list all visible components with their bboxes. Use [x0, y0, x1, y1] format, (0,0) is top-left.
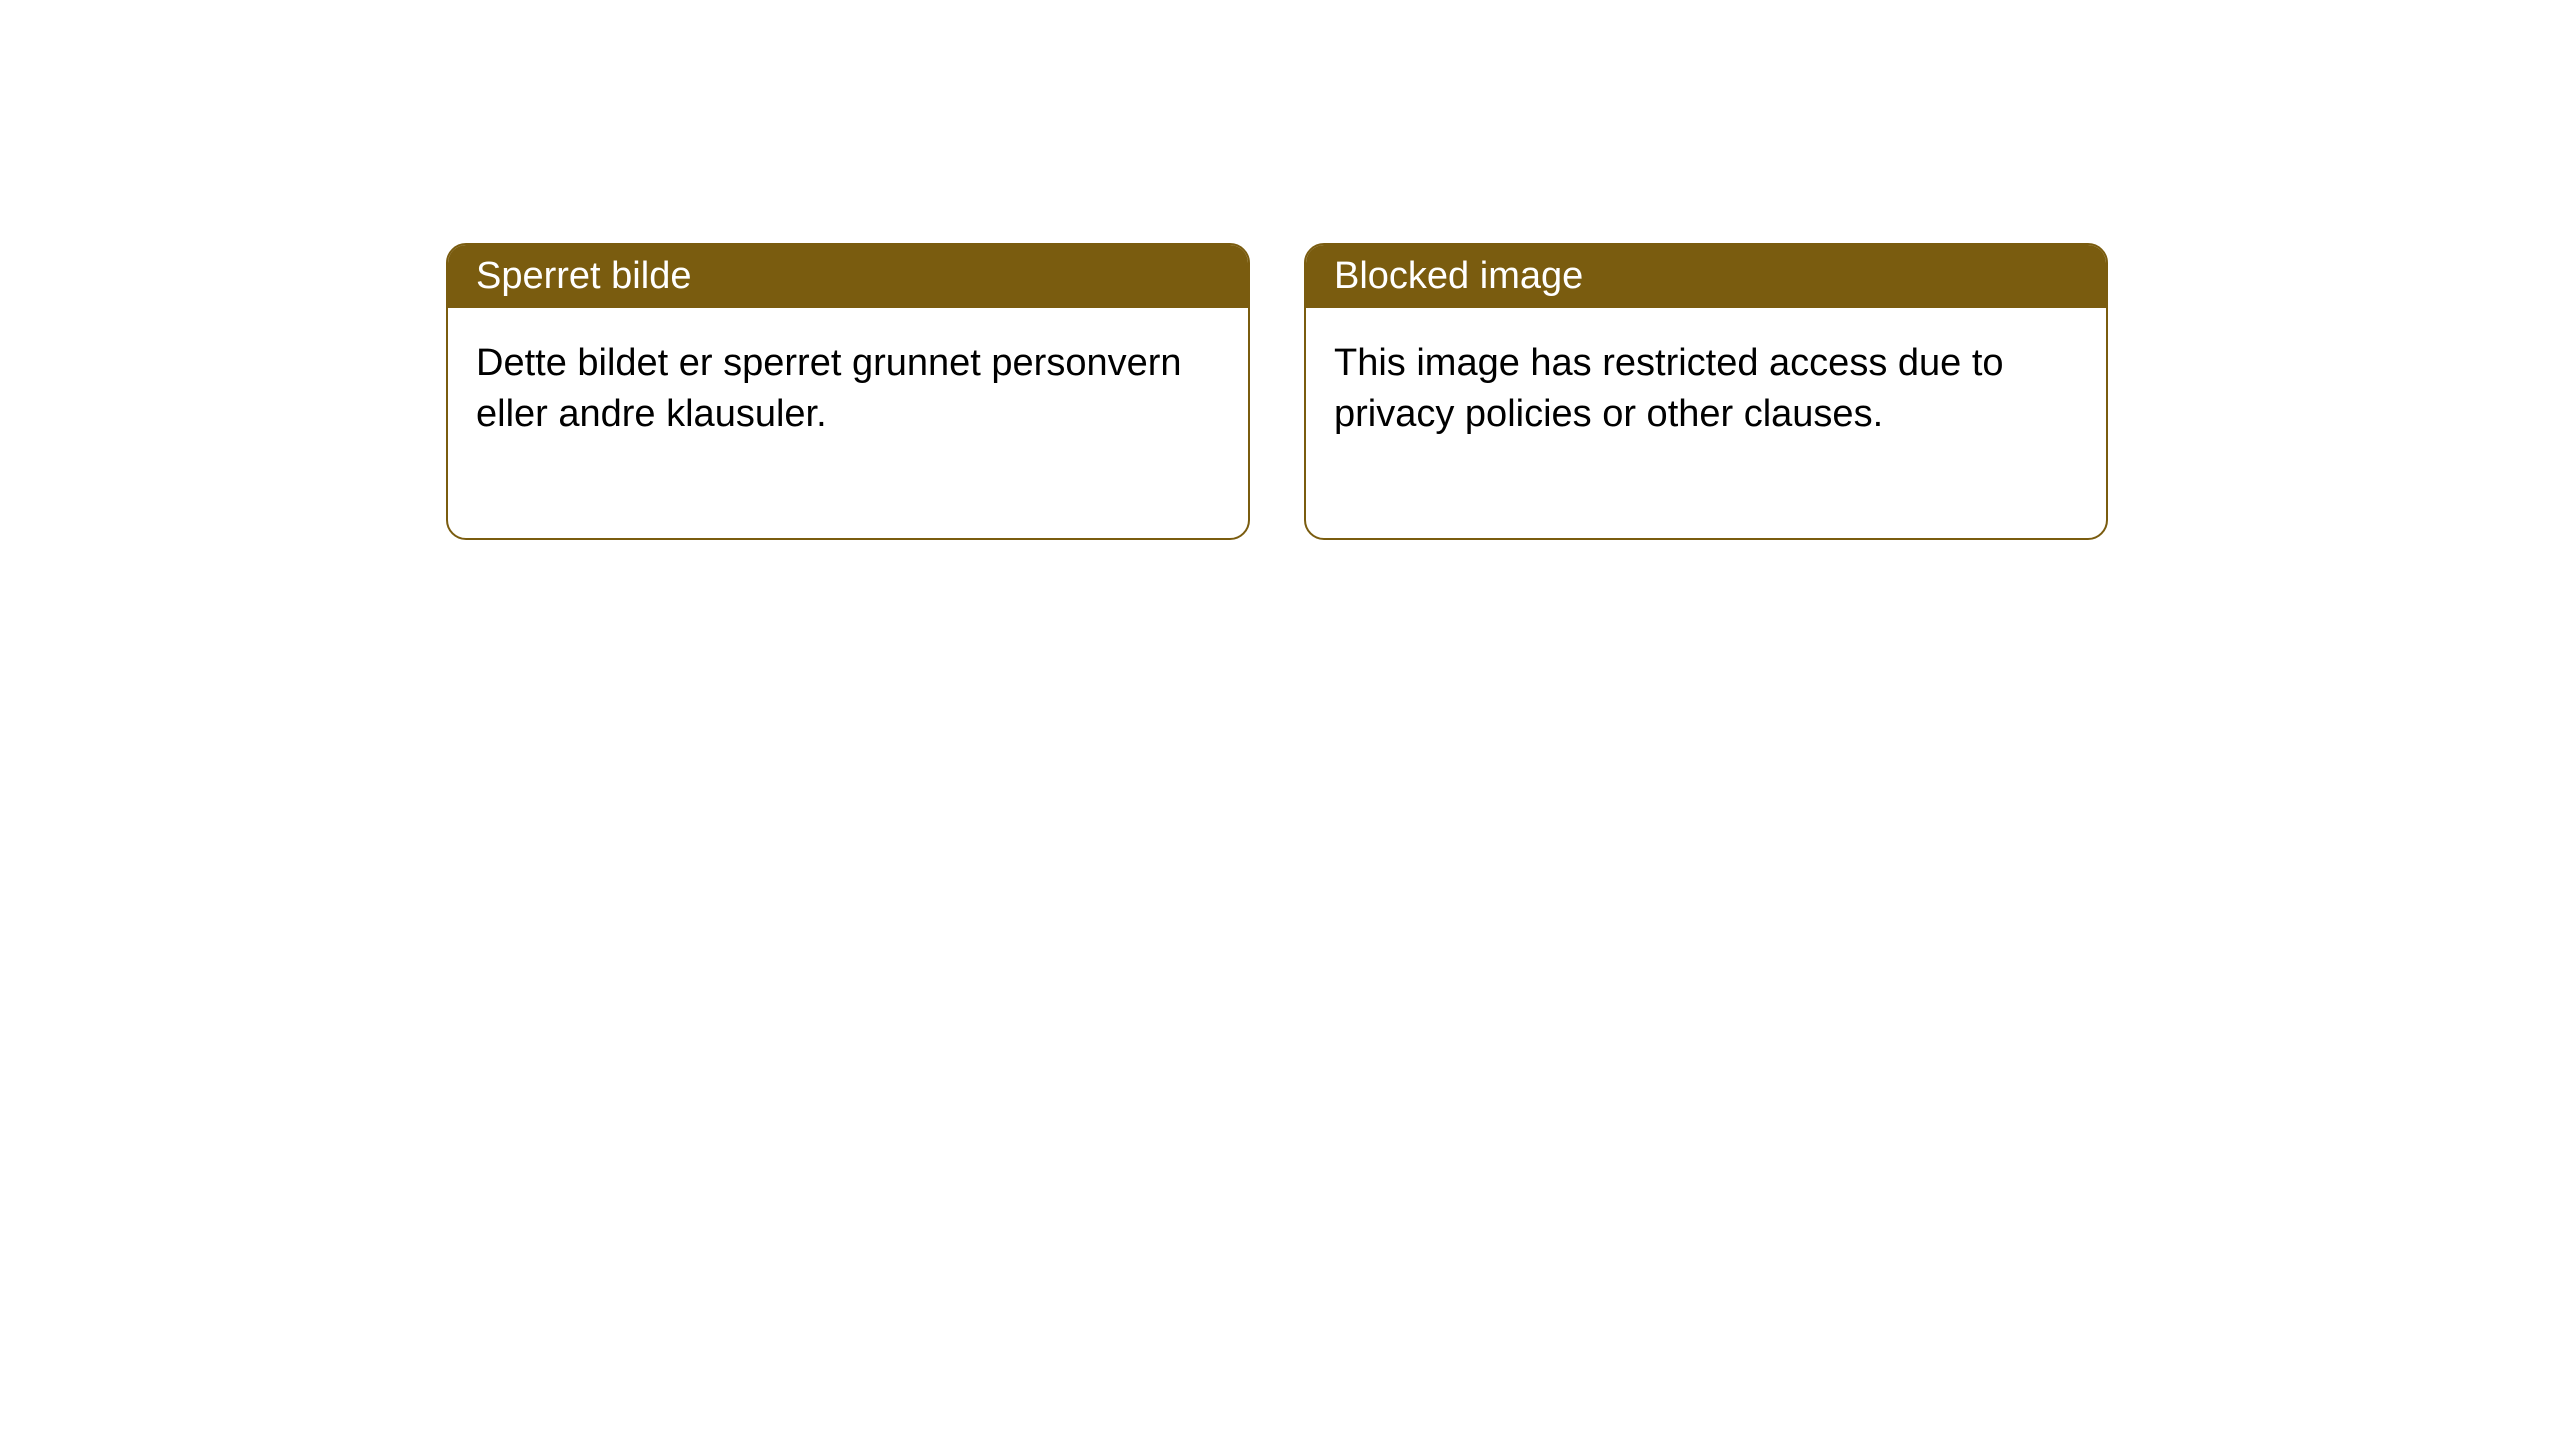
card-title-norwegian: Sperret bilde — [476, 255, 691, 297]
card-text-english: This image has restricted access due to … — [1334, 342, 2004, 435]
card-norwegian: Sperret bilde Dette bildet er sperret gr… — [446, 243, 1250, 540]
card-english: Blocked image This image has restricted … — [1304, 243, 2108, 540]
card-header-norwegian: Sperret bilde — [448, 245, 1248, 308]
card-header-english: Blocked image — [1306, 245, 2106, 308]
card-container: Sperret bilde Dette bildet er sperret gr… — [446, 243, 2108, 540]
card-text-norwegian: Dette bildet er sperret grunnet personve… — [476, 342, 1182, 435]
card-body-english: This image has restricted access due to … — [1306, 308, 2106, 538]
card-title-english: Blocked image — [1334, 255, 1583, 297]
card-body-norwegian: Dette bildet er sperret grunnet personve… — [448, 308, 1248, 538]
